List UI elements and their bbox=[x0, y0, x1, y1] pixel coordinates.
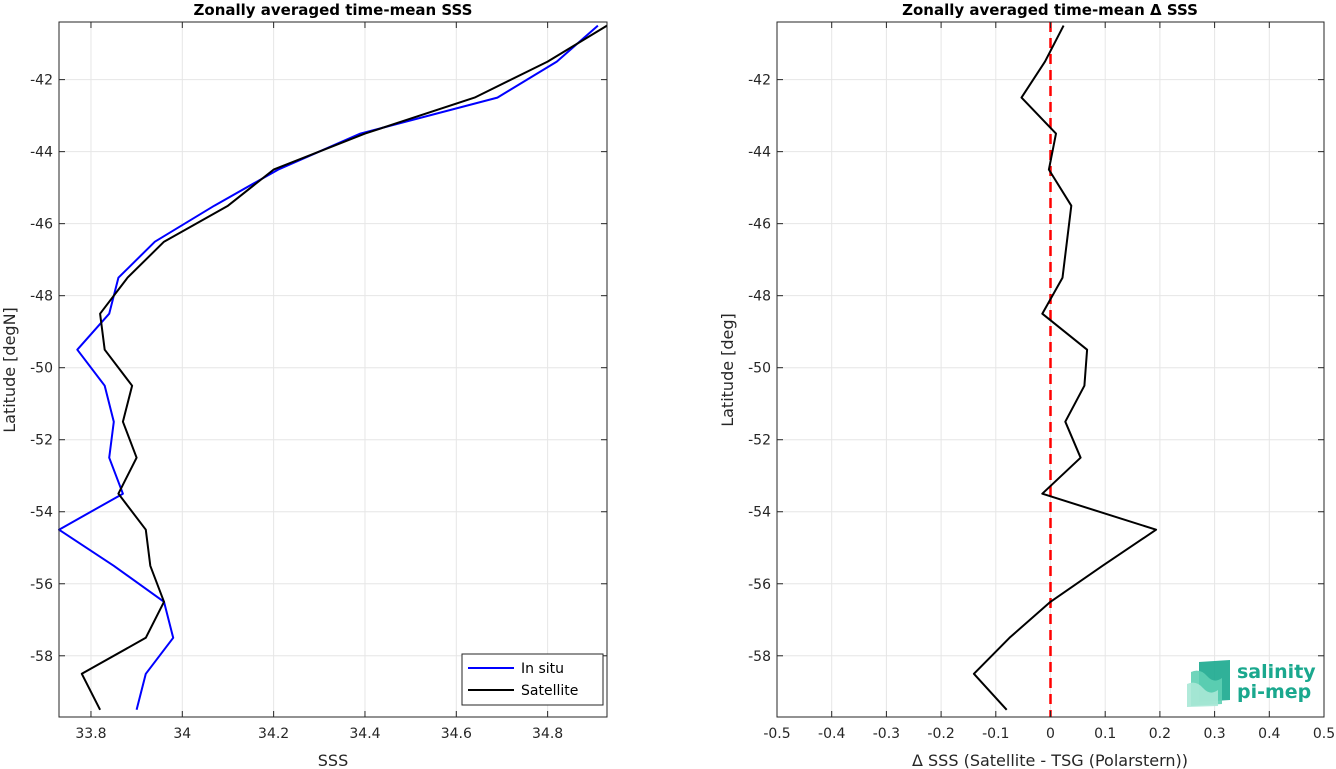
right-ticks: -0.5 -0.4 -0.3 -0.2 -0.1 0 0.1 0.2 0.3 0.4 0.5 -58 -… bbox=[748, 22, 1335, 742]
x-tick-label: -0.4 bbox=[818, 726, 845, 742]
x-tick-label: -0.1 bbox=[982, 726, 1009, 742]
y-tick-label: -46 bbox=[30, 217, 53, 233]
y-tick-label: -46 bbox=[748, 217, 771, 233]
x-tick-label: 0.3 bbox=[1203, 726, 1225, 742]
x-tick-label: 34 bbox=[173, 726, 191, 742]
x-tick-label: 34.2 bbox=[258, 726, 289, 742]
logo-wave-icon bbox=[1187, 660, 1230, 707]
left-ticks: 33.8 34 34.2 34.4 34.6 34.8 -58 -56 -54 -52 -50 -48… bbox=[30, 22, 607, 742]
y-tick-label: -50 bbox=[748, 361, 771, 377]
x-tick-label: -0.2 bbox=[927, 726, 954, 742]
y-tick-label: -56 bbox=[30, 577, 53, 593]
y-tick-label: -52 bbox=[748, 433, 771, 449]
x-tick-label: -0.3 bbox=[873, 726, 900, 742]
x-tick-label: -0.5 bbox=[763, 726, 790, 742]
right-chart-title: Zonally averaged time-mean Δ SSS bbox=[902, 1, 1198, 19]
legend-label-in-situ: In situ bbox=[521, 661, 564, 677]
legend-box bbox=[461, 653, 604, 706]
left-panel: 33.8 34 34.2 34.4 34.6 34.8 -58 -56 -54 -52 -50 -48… bbox=[0, 1, 608, 769]
x-tick-label: 0 bbox=[1046, 726, 1055, 742]
left-series-group bbox=[58, 24, 608, 711]
legend-label-satellite: Satellite bbox=[521, 683, 578, 699]
y-tick-label: -48 bbox=[30, 289, 53, 305]
x-tick-label: 34.6 bbox=[441, 726, 472, 742]
y-tick-label: -54 bbox=[30, 505, 53, 521]
satellite-line bbox=[80, 24, 608, 711]
x-tick-label: 0.4 bbox=[1258, 726, 1280, 742]
y-tick-label: -48 bbox=[748, 289, 771, 305]
y-tick-label: -44 bbox=[748, 145, 771, 161]
salinity-pi-mep-logo: salinity pi-mep bbox=[1187, 660, 1316, 707]
y-tick-label: -58 bbox=[30, 649, 53, 665]
x-tick-label: 0.5 bbox=[1313, 726, 1335, 742]
x-tick-label: 0.1 bbox=[1094, 726, 1116, 742]
x-tick-label: 34.8 bbox=[532, 726, 563, 742]
legend: In situ Satellite bbox=[461, 653, 604, 706]
left-axes-box bbox=[58, 21, 608, 718]
left-y-axis-label: Latitude [degN] bbox=[0, 307, 19, 433]
y-tick-label: -42 bbox=[30, 73, 53, 89]
y-tick-label: -52 bbox=[30, 433, 53, 449]
y-tick-label: -56 bbox=[748, 577, 771, 593]
left-grid bbox=[59, 22, 607, 717]
left-x-axis-label: SSS bbox=[318, 751, 348, 769]
y-tick-label: -44 bbox=[30, 145, 53, 161]
right-series-group bbox=[972, 25, 1158, 711]
logo-text-salinity: salinity bbox=[1237, 661, 1316, 683]
y-tick-label: -58 bbox=[748, 649, 771, 665]
right-x-axis-label: Δ SSS (Satellite - TSG (Polarstern)) bbox=[912, 751, 1188, 769]
series-0-line bbox=[972, 25, 1158, 711]
right-panel: -0.5 -0.4 -0.3 -0.2 -0.1 0 0.1 0.2 0.3 0.4 0.5 -58 -… bbox=[718, 1, 1335, 769]
right-y-axis-label: Latitude [deg] bbox=[718, 313, 737, 427]
in-situ-line bbox=[58, 24, 599, 711]
y-tick-label: -50 bbox=[30, 361, 53, 377]
x-tick-label: 34.4 bbox=[349, 726, 380, 742]
logo-text-pi-mep: pi-mep bbox=[1237, 681, 1311, 703]
x-tick-label: 33.8 bbox=[75, 726, 106, 742]
left-plot-area bbox=[59, 22, 607, 717]
x-tick-label: 0.2 bbox=[1149, 726, 1171, 742]
left-chart-title: Zonally averaged time-mean SSS bbox=[194, 1, 473, 19]
y-tick-label: -42 bbox=[748, 73, 771, 89]
y-tick-label: -54 bbox=[748, 505, 771, 521]
